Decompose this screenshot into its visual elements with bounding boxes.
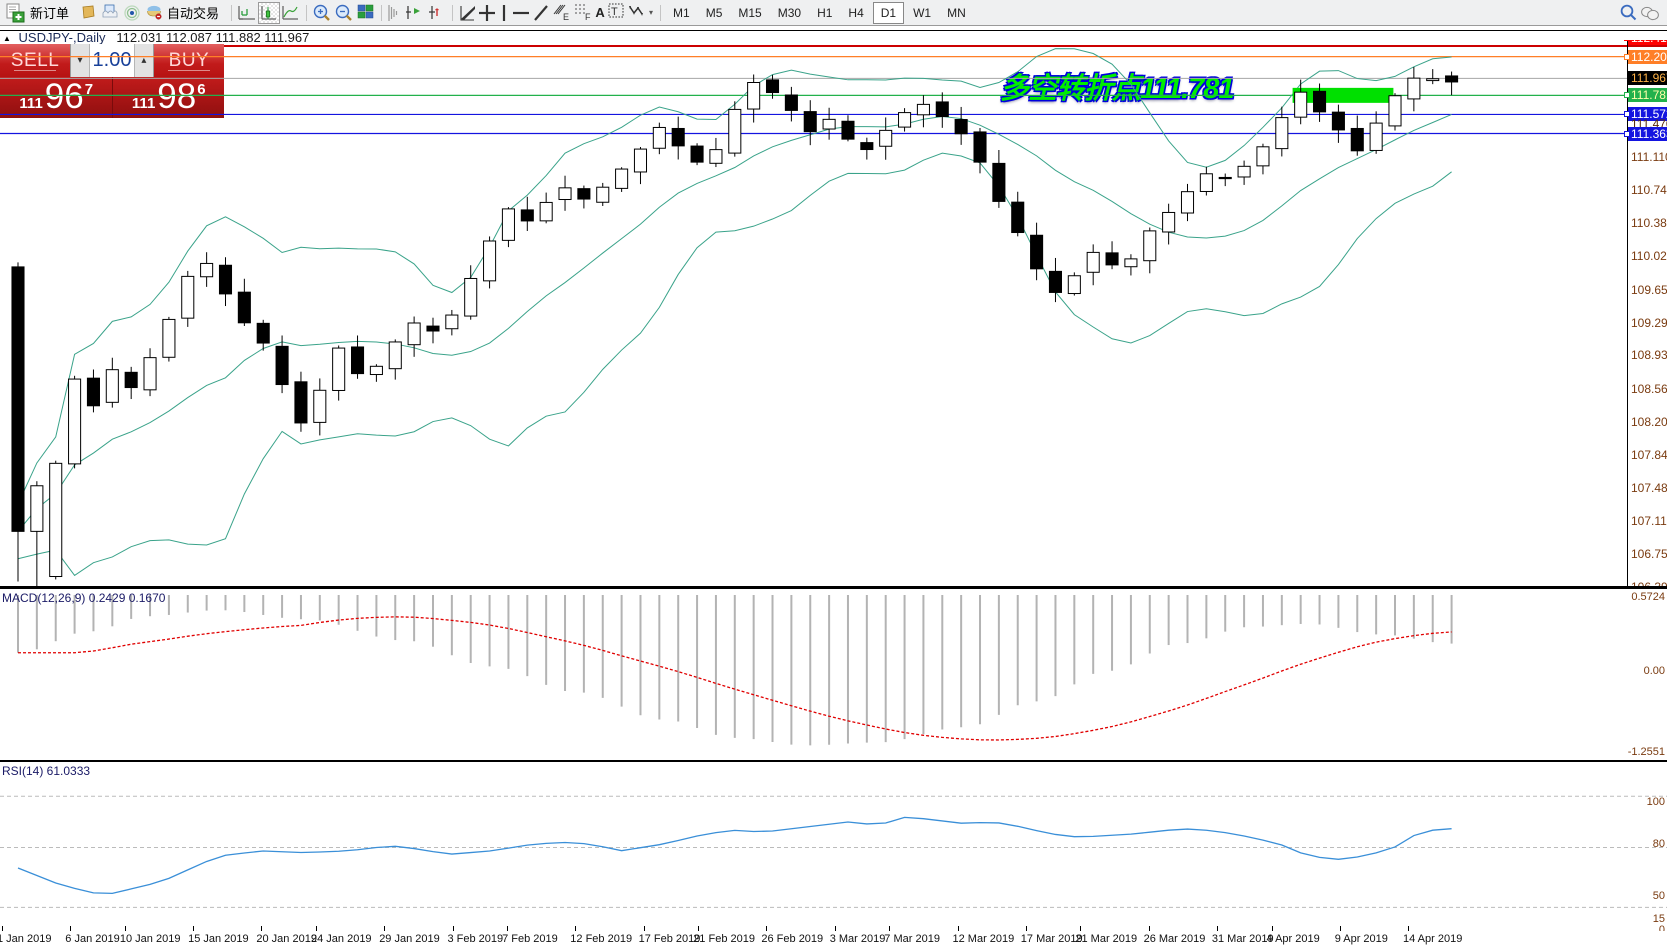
- svg-text:E: E: [563, 12, 569, 22]
- svg-text:F: F: [585, 12, 591, 22]
- svg-text:T: T: [611, 6, 618, 18]
